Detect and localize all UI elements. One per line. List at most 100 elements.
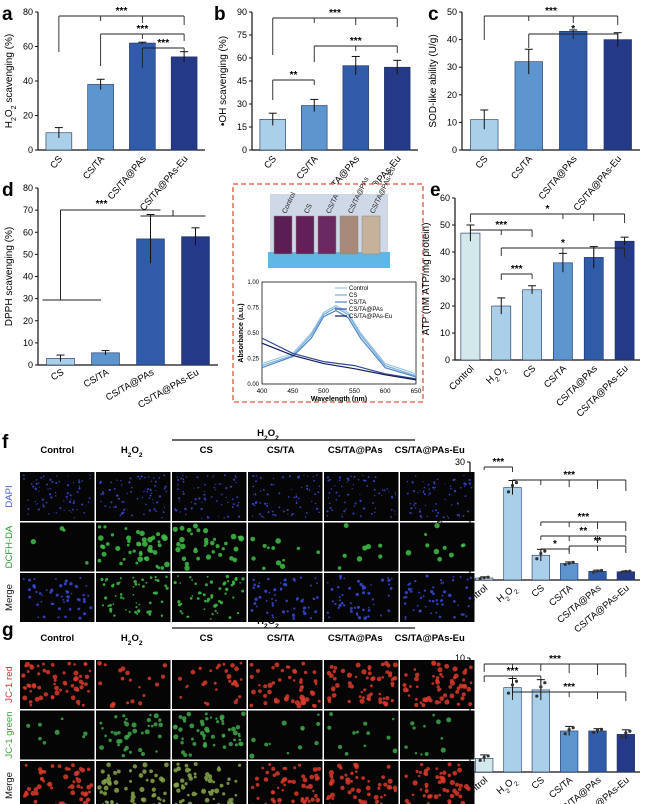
cell bbox=[355, 730, 359, 734]
cell bbox=[60, 595, 63, 598]
cell bbox=[359, 499, 362, 502]
cell bbox=[212, 797, 216, 801]
cell bbox=[405, 549, 412, 556]
cell bbox=[249, 674, 254, 679]
cell bbox=[231, 682, 235, 686]
data-point bbox=[543, 681, 547, 685]
cell bbox=[263, 516, 265, 519]
cell bbox=[435, 514, 438, 517]
data-point bbox=[478, 577, 482, 581]
cell bbox=[310, 797, 315, 802]
sig-label: * bbox=[571, 24, 575, 35]
cell bbox=[441, 675, 444, 678]
cell bbox=[432, 592, 435, 596]
cell bbox=[371, 676, 376, 681]
cell bbox=[145, 778, 149, 782]
cell bbox=[141, 578, 144, 581]
cell bbox=[209, 716, 213, 719]
cell bbox=[175, 546, 181, 553]
cell bbox=[156, 532, 161, 537]
cell bbox=[422, 481, 424, 483]
cell bbox=[135, 530, 140, 535]
cell bbox=[274, 599, 277, 602]
cell bbox=[149, 769, 153, 774]
cell bbox=[68, 500, 72, 503]
cell bbox=[191, 791, 197, 797]
cell bbox=[150, 480, 153, 483]
cell bbox=[194, 502, 197, 505]
bar bbox=[588, 571, 607, 581]
cell bbox=[347, 699, 351, 704]
micrograph-tile bbox=[248, 522, 323, 572]
cell bbox=[272, 477, 275, 480]
y-tick-label: 40 bbox=[23, 272, 33, 282]
cell bbox=[292, 617, 296, 620]
cell bbox=[108, 738, 112, 743]
cell bbox=[212, 743, 216, 747]
cell bbox=[327, 725, 332, 730]
y-tick-label: 60 bbox=[237, 53, 247, 63]
cell bbox=[82, 597, 86, 601]
cell bbox=[86, 767, 91, 772]
cell bbox=[120, 512, 124, 515]
y-tick-label: 10 bbox=[455, 653, 465, 663]
sig-label: * bbox=[561, 238, 565, 249]
y-tick-label: 0 bbox=[28, 360, 33, 370]
cell bbox=[466, 578, 469, 581]
cell bbox=[420, 753, 423, 756]
cell bbox=[442, 770, 447, 775]
cell bbox=[256, 584, 260, 588]
cell bbox=[423, 589, 426, 592]
cell bbox=[372, 502, 375, 504]
cell bbox=[362, 608, 365, 612]
cell bbox=[382, 697, 386, 701]
cell bbox=[364, 479, 367, 482]
cell bbox=[42, 662, 45, 666]
cell bbox=[181, 612, 184, 615]
data-point bbox=[595, 728, 600, 732]
cell bbox=[357, 479, 360, 481]
cell bbox=[326, 515, 329, 517]
cell bbox=[228, 679, 232, 683]
x-tick-label: CS bbox=[48, 154, 65, 171]
cell bbox=[54, 495, 57, 497]
cell bbox=[73, 500, 76, 502]
cell bbox=[83, 600, 86, 604]
cell bbox=[313, 479, 315, 482]
cell bbox=[453, 615, 456, 619]
cell bbox=[338, 479, 341, 481]
cell bbox=[230, 663, 235, 668]
cell bbox=[353, 505, 356, 507]
cell bbox=[130, 490, 133, 493]
cell bbox=[210, 540, 215, 546]
cell bbox=[204, 775, 209, 780]
cell bbox=[444, 699, 450, 705]
cell bbox=[104, 734, 107, 738]
cell bbox=[83, 662, 87, 666]
cell bbox=[179, 536, 185, 543]
cell bbox=[97, 558, 102, 563]
cell bbox=[275, 538, 281, 544]
cell bbox=[136, 612, 139, 615]
cell bbox=[177, 478, 180, 481]
cell bbox=[438, 793, 442, 797]
cell bbox=[222, 745, 227, 749]
cell bbox=[235, 481, 237, 484]
cell bbox=[221, 719, 225, 723]
cell bbox=[194, 498, 197, 501]
cell bbox=[184, 763, 189, 768]
cell bbox=[58, 481, 60, 483]
cell bbox=[382, 489, 384, 492]
data-point bbox=[624, 569, 628, 574]
cell bbox=[88, 497, 91, 499]
cell bbox=[128, 610, 131, 613]
cell bbox=[197, 486, 200, 489]
y-tick-label: 0 bbox=[242, 145, 247, 155]
cell bbox=[109, 703, 115, 709]
cell bbox=[458, 794, 463, 799]
cell bbox=[286, 751, 290, 755]
cell bbox=[42, 475, 45, 478]
cell bbox=[334, 485, 336, 487]
cell bbox=[58, 607, 61, 611]
cell bbox=[231, 498, 234, 501]
